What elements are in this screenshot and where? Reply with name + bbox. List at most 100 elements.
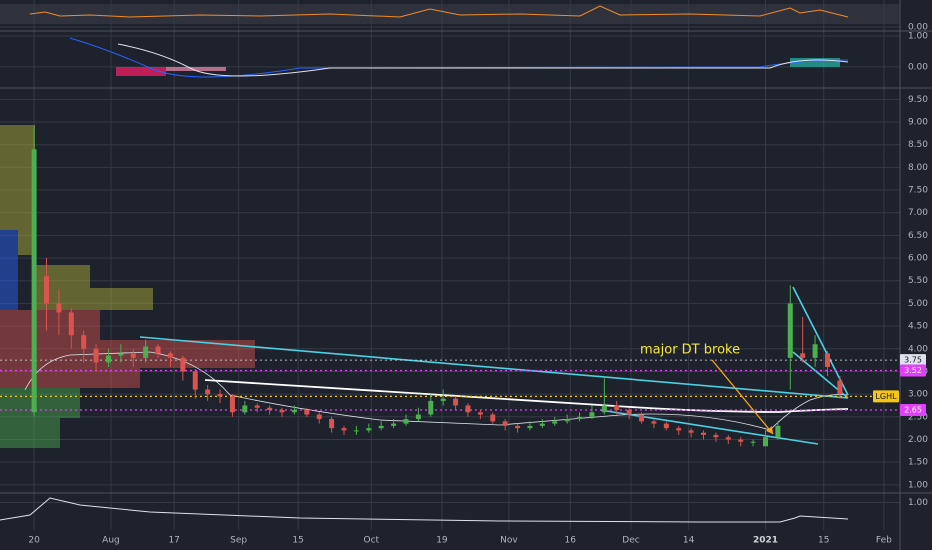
y-tick-label: 8.50 bbox=[908, 140, 928, 150]
candle-body bbox=[502, 421, 508, 426]
candle-body bbox=[577, 416, 583, 420]
x-tick-label: 15 bbox=[292, 536, 303, 546]
candle-body bbox=[626, 410, 632, 415]
price-tag bbox=[900, 404, 926, 417]
candle-body bbox=[267, 407, 273, 411]
levels bbox=[0, 359, 900, 411]
x-tick-label: Oct bbox=[363, 536, 379, 546]
candle-body bbox=[663, 423, 669, 429]
y-tick-label: 1.00 bbox=[908, 480, 928, 490]
panel-tick-label: 0.00 bbox=[908, 22, 928, 32]
candle-body bbox=[713, 434, 719, 438]
y-tick-label: 4.00 bbox=[908, 344, 928, 354]
candle-body bbox=[824, 353, 830, 367]
price-tag-label: 3.52 bbox=[904, 366, 922, 375]
x-tick-label: Sep bbox=[230, 536, 247, 546]
candle-body bbox=[812, 344, 818, 358]
macd-bars bbox=[790, 58, 840, 67]
y-tick-label: 4.50 bbox=[908, 322, 928, 332]
x-tick-label: 14 bbox=[683, 536, 695, 546]
candle-body bbox=[31, 149, 37, 413]
candle-body bbox=[787, 303, 793, 358]
candle-body bbox=[93, 348, 99, 363]
x-tick-label: 17 bbox=[168, 536, 179, 546]
candle-body bbox=[229, 396, 235, 413]
y-tick-label: 5.00 bbox=[908, 299, 928, 309]
candle-body bbox=[453, 398, 459, 406]
annotation-arrow bbox=[711, 359, 774, 435]
candle-body bbox=[614, 405, 620, 411]
y-tick-label: 5.50 bbox=[908, 276, 928, 286]
candle-body bbox=[329, 419, 335, 429]
candle-body bbox=[725, 437, 731, 440]
y-tick-label: 1.50 bbox=[908, 458, 928, 468]
candle-body bbox=[552, 421, 558, 424]
candle-body bbox=[254, 405, 260, 408]
y-tick-label: 6.00 bbox=[908, 254, 928, 264]
candle-body bbox=[415, 414, 421, 420]
x-tick-label: 15 bbox=[818, 536, 829, 546]
candle-body bbox=[217, 394, 223, 397]
oscillator-line bbox=[29, 5, 849, 18]
candle-body bbox=[68, 312, 74, 336]
candle-body bbox=[465, 405, 471, 413]
candle-body bbox=[601, 405, 607, 413]
candle-body bbox=[81, 335, 87, 349]
price-tag bbox=[900, 354, 926, 367]
candle-body bbox=[639, 414, 645, 422]
y-tick-label: 2.50 bbox=[908, 412, 928, 422]
x-tick-label: 20 bbox=[28, 536, 40, 546]
candle-body bbox=[205, 389, 211, 395]
candle-body bbox=[291, 410, 297, 413]
oscillator-band bbox=[0, 4, 900, 24]
y-tick-label: 7.50 bbox=[908, 186, 928, 196]
candle-body bbox=[490, 414, 496, 422]
ma-long bbox=[204, 379, 849, 413]
y-tick-label: 9.00 bbox=[908, 118, 928, 128]
candle-body bbox=[353, 430, 359, 432]
candle-body bbox=[837, 380, 843, 395]
candle-body bbox=[391, 423, 397, 426]
vp-bar bbox=[0, 388, 80, 418]
candle-body bbox=[651, 421, 657, 424]
vp-bar bbox=[0, 125, 35, 255]
indicator-line bbox=[0, 497, 849, 523]
x-tick-label: Aug bbox=[102, 536, 120, 546]
candle-body bbox=[155, 346, 161, 354]
price-tag bbox=[900, 364, 926, 377]
candle-body bbox=[539, 423, 545, 426]
y-tick-label: 6.50 bbox=[908, 231, 928, 241]
candle-body bbox=[738, 439, 744, 442]
wedge-line bbox=[792, 286, 849, 396]
y-tick-label: 8.00 bbox=[908, 163, 928, 173]
price-tag bbox=[873, 390, 899, 403]
candle-body bbox=[341, 428, 347, 431]
candle-body bbox=[279, 410, 285, 413]
candle-body bbox=[316, 414, 322, 420]
candle-body bbox=[403, 419, 409, 424]
x-tick-label: Feb bbox=[876, 536, 892, 546]
ma-short bbox=[24, 351, 849, 431]
candle-body bbox=[304, 410, 310, 415]
candles bbox=[31, 126, 843, 447]
candle-body bbox=[118, 353, 124, 356]
candle-body bbox=[688, 430, 694, 433]
vp-bar bbox=[35, 288, 153, 310]
macd-histogram bbox=[116, 58, 840, 76]
macd-bars bbox=[116, 67, 166, 76]
candle-body bbox=[800, 353, 806, 358]
trendline bbox=[599, 409, 819, 445]
panel-tick-label: 1.00 bbox=[908, 31, 928, 41]
y-tick-label: 9.50 bbox=[908, 95, 928, 105]
candle-body bbox=[477, 412, 483, 415]
candle-body bbox=[167, 353, 173, 358]
panel-tick-label: 1.00 bbox=[908, 498, 928, 508]
candle-body bbox=[143, 346, 149, 358]
candle-body bbox=[589, 412, 595, 417]
candle-body bbox=[750, 441, 756, 443]
x-tick-label: 2021 bbox=[753, 536, 778, 546]
candle-body bbox=[242, 405, 248, 413]
price-tag-label: LGHL bbox=[875, 392, 897, 401]
